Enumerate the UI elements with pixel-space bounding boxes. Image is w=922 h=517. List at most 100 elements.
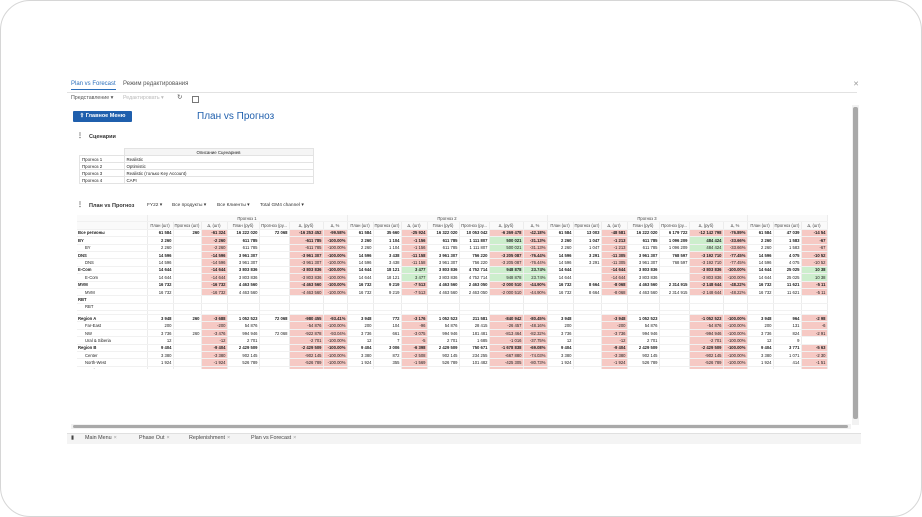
grid-cell[interactable]: 9 404 (347, 344, 374, 353)
grid-cell[interactable]: -12 142 798 (689, 229, 724, 238)
grid-cell[interactable]: -11 158 (401, 258, 428, 267)
grid-cell[interactable]: -27.00% (523, 366, 548, 369)
grid-cell[interactable]: 14 596 (347, 251, 374, 260)
grid-cell[interactable]: 260 (173, 229, 202, 238)
grid-cell[interactable] (173, 266, 202, 275)
grid-cell[interactable]: 1 960 (747, 366, 774, 369)
grid-cell[interactable]: 3 803 836 (227, 273, 260, 282)
column-header[interactable]: План (руб) (627, 221, 660, 230)
column-header[interactable]: План (руб) (427, 221, 460, 230)
grid-cell[interactable]: 526 789 (427, 358, 460, 367)
tab-edit-mode[interactable]: Режим редактирования (123, 81, 189, 87)
grid-cell[interactable]: 750 671 (459, 344, 490, 353)
column-header[interactable]: Δ, (руб) (689, 221, 724, 230)
grid-cell[interactable]: 18 121 (373, 266, 402, 275)
grid-cell[interactable]: 484 424 (689, 244, 724, 252)
grid-cell[interactable]: -93.04% (323, 329, 348, 338)
column-header[interactable]: План (шт) (747, 221, 774, 230)
grid-cell[interactable]: -76.89% (723, 229, 748, 238)
grid-cell[interactable]: 23.74% (523, 266, 548, 275)
grid-menu-icon[interactable]: ⋮ (77, 202, 83, 208)
grid-cell[interactable]: -8 068 (601, 281, 628, 289)
grid-cell[interactable]: -3 688 (201, 314, 228, 323)
grid-cell[interactable] (173, 310, 202, 316)
grid-cell[interactable]: -16 253 452 (289, 229, 324, 238)
grid-cell[interactable]: 4 463 560 (627, 281, 660, 289)
grid-cell[interactable]: 3 477 (401, 266, 428, 275)
grid-cell[interactable]: -54 876 (689, 321, 724, 330)
grid-cell[interactable]: 362 038 (459, 366, 490, 369)
grid-cell[interactable]: 12 (747, 336, 774, 345)
grid-cell[interactable]: -14 644 (601, 266, 628, 275)
grid-cell[interactable]: 2 429 509 (227, 344, 260, 353)
grid-cell[interactable]: -44.90% (523, 288, 548, 297)
grid-cell[interactable]: 6 179 722 (659, 229, 690, 238)
filter-products[interactable]: Все продукты ▾ (172, 203, 207, 208)
grid-cell[interactable]: 16 732 (347, 281, 374, 289)
grid-cell[interactable] (227, 303, 260, 312)
grid-cell[interactable]: -8 068 (601, 288, 628, 297)
grid-cell[interactable] (259, 358, 290, 367)
grid-cell[interactable] (173, 351, 202, 360)
grid-cell[interactable]: 489 617 (627, 366, 660, 369)
grid-cell[interactable]: 18 121 (373, 273, 402, 282)
grid-cell[interactable]: -200 (601, 321, 628, 330)
grid-cell[interactable]: -80.45% (523, 314, 548, 323)
grid-cell[interactable]: 4 463 560 (227, 288, 260, 297)
grid-cell[interactable] (259, 288, 290, 297)
grid-cell[interactable]: 1 924 (747, 358, 774, 367)
grid-cell[interactable] (427, 303, 460, 312)
grid-cell[interactable]: -100.00% (323, 266, 348, 275)
grid-cell[interactable]: -31.13% (523, 236, 548, 245)
grid-cell[interactable] (259, 336, 290, 345)
row-label[interactable]: Center (77, 351, 148, 360)
column-header[interactable]: Δ, % (523, 221, 548, 230)
grid-cell[interactable]: -3 961 307 (289, 251, 324, 260)
grid-cell[interactable]: -100.00% (723, 351, 748, 360)
grid-cell[interactable]: -1 678 838 (489, 344, 524, 353)
column-header[interactable]: Прогноз (шт) (173, 221, 202, 230)
grid-cell[interactable] (173, 251, 202, 260)
grid-cell[interactable] (689, 310, 724, 316)
grid-cell[interactable]: 2 260 (147, 244, 174, 252)
grid-cell[interactable]: 3 961 307 (427, 251, 460, 260)
grid-cell[interactable]: 902 145 (627, 351, 660, 360)
grid-cell[interactable]: 500 021 (489, 244, 524, 252)
grid-cell[interactable] (259, 244, 290, 252)
row-label[interactable]: DNS (77, 258, 148, 267)
grid-cell[interactable]: -9 404 (601, 344, 628, 353)
grid-cell[interactable]: 4 752 714 (459, 273, 490, 282)
grid-cell[interactable]: 3 948 (747, 314, 774, 323)
grid-cell[interactable]: -48.22% (723, 281, 748, 289)
grid-cell[interactable]: 14 596 (547, 251, 574, 260)
grid-cell[interactable] (427, 310, 460, 316)
grid-cell[interactable]: -4 463 560 (289, 288, 324, 297)
grid-cell[interactable]: -5 11 (801, 281, 828, 289)
grid-cell[interactable]: 902 145 (427, 351, 460, 360)
grid-cell[interactable]: 14 596 (547, 258, 574, 267)
grid-cell[interactable]: -11 (801, 366, 828, 369)
grid-cell[interactable] (323, 295, 348, 304)
filter-year[interactable]: FY22 ▾ (147, 203, 163, 208)
grid-cell[interactable]: -16 732 (201, 281, 228, 289)
row-label[interactable]: North-West (77, 358, 148, 367)
grid-cell[interactable]: 61 584 (347, 229, 374, 238)
grid-cell[interactable]: -4 463 560 (289, 281, 324, 289)
grid-cell[interactable]: 16 732 (347, 288, 374, 297)
grid-cell[interactable]: -100.00% (323, 288, 348, 297)
grid-cell[interactable]: -3 380 (201, 351, 228, 360)
grid-cell[interactable]: -6 (801, 321, 828, 330)
grid-cell[interactable]: -1 569 (401, 358, 428, 367)
column-header[interactable]: Прогноз (шт) (373, 221, 402, 230)
grid-cell[interactable]: 200 (747, 321, 774, 330)
grid-cell[interactable]: -2 429 509 (689, 344, 724, 353)
grid-cell[interactable]: 2 260 (747, 236, 774, 245)
grid-cell[interactable]: 3 803 836 (427, 273, 460, 282)
grid-cell[interactable]: 414 (773, 358, 802, 367)
grid-cell[interactable]: 2 260 (547, 244, 574, 252)
grid-cell[interactable]: 61 584 (547, 229, 574, 238)
grid-cell[interactable] (659, 351, 690, 360)
grid-cell[interactable]: 3 736 (547, 329, 574, 338)
grid-cell[interactable]: 1 960 (547, 366, 574, 369)
grid-cell[interactable]: 3 736 (147, 329, 174, 338)
